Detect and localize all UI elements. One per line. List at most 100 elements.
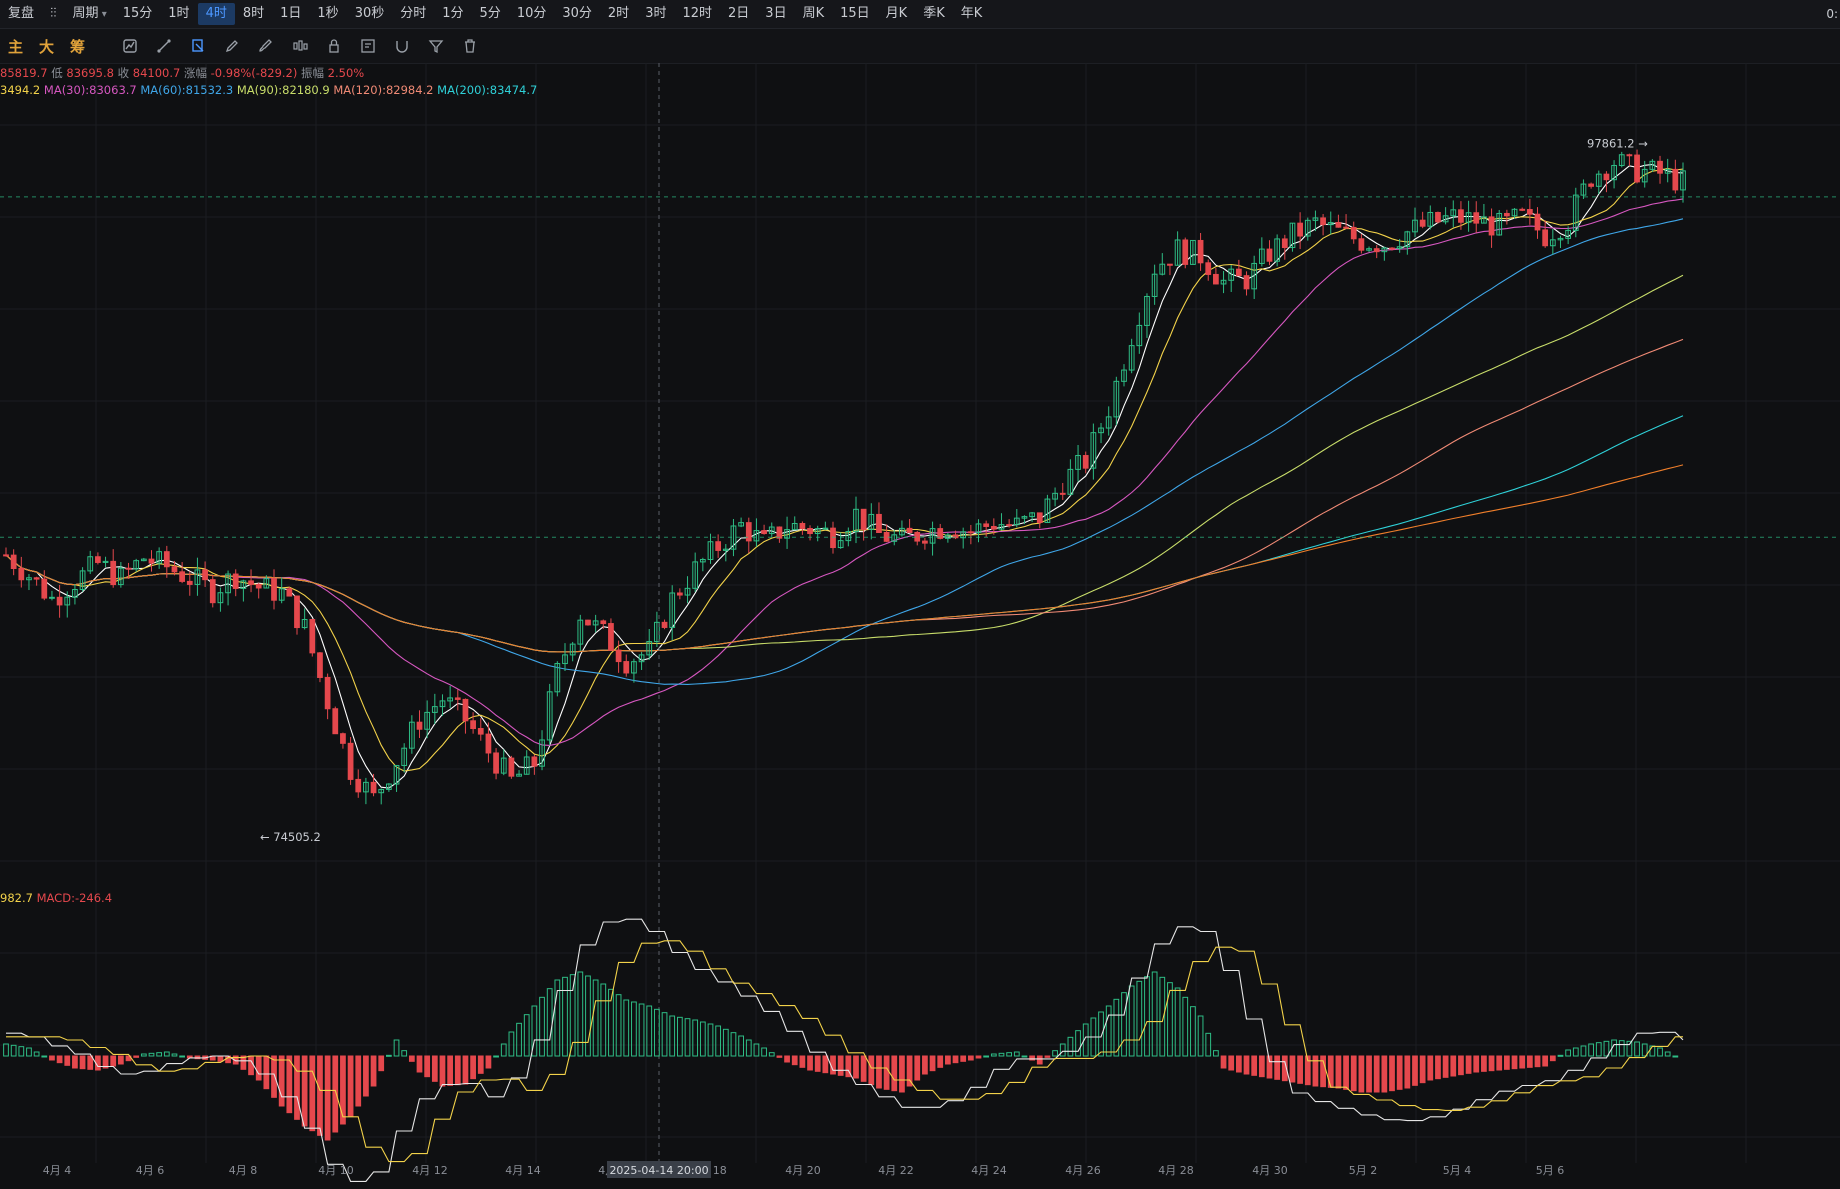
period-item[interactable]: 1日	[280, 6, 302, 21]
candle-body[interactable]	[830, 527, 836, 549]
candle-body[interactable]	[983, 523, 990, 527]
draw-icon[interactable]	[155, 37, 173, 55]
kline-chart[interactable]: 97861.2 → ← 74505.2 4月 4 4月 6 4月 8 4月 10 4月 12…	[0, 63, 1840, 1189]
candles-icon[interactable]	[291, 37, 309, 55]
candle-body[interactable]	[1611, 164, 1617, 181]
period-item[interactable]: 1秒	[317, 6, 339, 21]
period-item[interactable]: 8时	[242, 6, 265, 21]
candle-body[interactable]	[929, 528, 936, 544]
candle-body[interactable]	[1381, 247, 1388, 253]
candle-body[interactable]	[1572, 194, 1579, 231]
period-item[interactable]: 季K	[923, 6, 945, 21]
candle-body[interactable]	[240, 580, 247, 589]
candle-body[interactable]	[1427, 211, 1434, 227]
pen-icon[interactable]	[223, 37, 241, 55]
candle-body[interactable]	[1458, 209, 1464, 223]
period-item[interactable]: 年K	[960, 6, 983, 21]
candle-body[interactable]	[646, 641, 653, 656]
candle-body[interactable]	[1565, 229, 1572, 239]
candle-body[interactable]	[477, 728, 484, 735]
period-item[interactable]: 3时	[645, 6, 667, 21]
candle-body[interactable]	[1220, 279, 1227, 285]
candle-body[interactable]	[768, 526, 775, 535]
candle-body[interactable]	[945, 534, 951, 539]
candle-body[interactable]	[439, 700, 446, 708]
candle-body[interactable]	[1289, 222, 1296, 249]
period-item[interactable]: 分时	[400, 6, 427, 21]
candle-body[interactable]	[853, 508, 859, 533]
candle-body[interactable]	[179, 571, 185, 582]
candle-body[interactable]	[140, 558, 147, 562]
candle-body[interactable]	[1496, 212, 1503, 236]
candle-body[interactable]	[1580, 183, 1587, 196]
candle-body[interactable]	[906, 527, 913, 533]
candle-body[interactable]	[500, 757, 507, 774]
candle-body[interactable]	[1174, 239, 1181, 266]
candle-body[interactable]	[355, 778, 362, 793]
candle-body[interactable]	[1450, 209, 1457, 217]
indicator-tab[interactable]: 主	[8, 37, 24, 56]
candle-body[interactable]	[1442, 215, 1449, 223]
candle-body[interactable]	[967, 531, 974, 534]
candle-body[interactable]	[638, 654, 645, 663]
period-item[interactable]: 3日	[765, 6, 787, 21]
candle-body[interactable]	[1235, 268, 1242, 277]
candle-body[interactable]	[263, 578, 270, 589]
candle-body[interactable]	[79, 570, 86, 591]
magnet-icon[interactable]	[393, 37, 411, 55]
candle-body[interactable]	[531, 756, 538, 767]
period-item[interactable]: 1分	[442, 6, 464, 21]
candle-body[interactable]	[309, 619, 316, 654]
candle-body[interactable]	[1634, 154, 1640, 183]
candle-body[interactable]	[715, 541, 722, 551]
candle-body[interactable]	[3, 554, 9, 557]
candle-body[interactable]	[1266, 248, 1273, 262]
candle-body[interactable]	[33, 577, 40, 580]
candle-body[interactable]	[1549, 239, 1556, 247]
candle-body[interactable]	[837, 540, 844, 549]
candle-body[interactable]	[1312, 217, 1319, 221]
candle-body[interactable]	[876, 513, 882, 533]
candle-body[interactable]	[271, 578, 277, 601]
candle-body[interactable]	[1251, 262, 1258, 290]
period-item[interactable]: 2日	[728, 6, 750, 21]
candle-body[interactable]	[95, 556, 101, 563]
candle-body[interactable]	[1281, 238, 1288, 249]
period-item[interactable]: 30分	[562, 6, 592, 21]
candle-body[interactable]	[631, 661, 637, 674]
candle-body[interactable]	[990, 525, 997, 530]
period-item[interactable]: 周K	[802, 6, 825, 21]
candle-body[interactable]	[1205, 262, 1212, 275]
candle-body[interactable]	[615, 649, 622, 663]
candle-body[interactable]	[347, 742, 354, 780]
candle-body[interactable]	[1320, 217, 1326, 226]
candle-body[interactable]	[1105, 416, 1112, 429]
candle-body[interactable]	[860, 508, 867, 530]
candle-body[interactable]	[10, 554, 17, 570]
candle-body[interactable]	[470, 720, 476, 730]
candle-body[interactable]	[1595, 173, 1602, 187]
candle-body[interactable]	[1136, 324, 1143, 347]
candle-body[interactable]	[171, 566, 178, 573]
candle-body[interactable]	[1067, 468, 1074, 495]
candle-body[interactable]	[1059, 492, 1066, 495]
candle-body[interactable]	[1335, 222, 1342, 228]
filter-icon[interactable]	[427, 37, 445, 55]
period-item[interactable]: 复盘	[8, 6, 35, 21]
candle-body[interactable]	[18, 568, 25, 581]
period-item[interactable]: 15日	[840, 6, 870, 21]
candle-body[interactable]	[692, 561, 699, 589]
candle-body[interactable]	[125, 567, 132, 570]
candle-body[interactable]	[1557, 237, 1564, 241]
candle-body[interactable]	[363, 781, 369, 793]
candle-body[interactable]	[1297, 222, 1303, 237]
candle-body[interactable]	[194, 569, 201, 585]
candle-body[interactable]	[1213, 273, 1219, 285]
candle-body[interactable]	[1465, 212, 1472, 223]
candle-body[interactable]	[1304, 219, 1311, 237]
candle-body[interactable]	[608, 623, 614, 651]
candle-body[interactable]	[1029, 512, 1035, 518]
candle-body[interactable]	[1618, 154, 1625, 166]
candle-body[interactable]	[148, 558, 155, 564]
candle-body[interactable]	[868, 513, 875, 530]
